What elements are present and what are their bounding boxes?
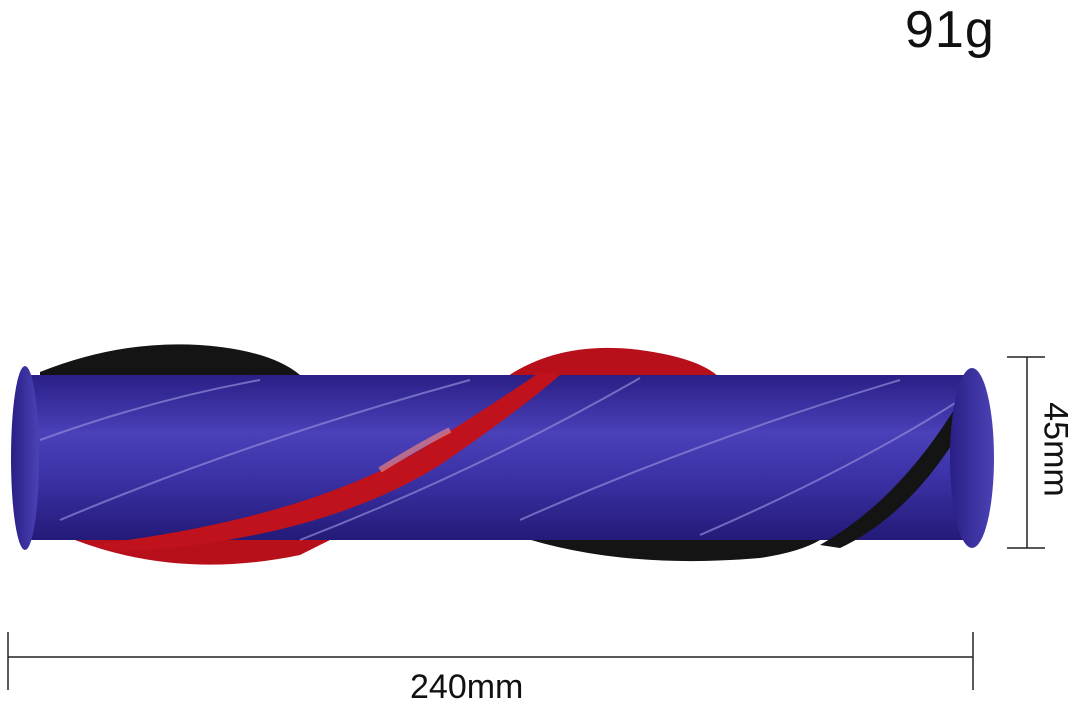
diameter-label: 45mm — [1036, 402, 1075, 497]
red-bristle-top — [505, 347, 720, 378]
right-end-cap — [950, 368, 994, 548]
black-bristle-spiral — [820, 400, 975, 548]
red-bristle-spiral — [90, 372, 560, 552]
diameter-dimension-line — [1007, 356, 1045, 549]
left-end-cap — [11, 366, 39, 550]
black-bristle-bottom-right — [515, 535, 820, 562]
length-dimension-line — [7, 632, 974, 690]
black-bristle-top-left — [40, 344, 300, 380]
weight-label: 91g — [905, 1, 995, 59]
length-label: 240mm — [410, 668, 524, 706]
